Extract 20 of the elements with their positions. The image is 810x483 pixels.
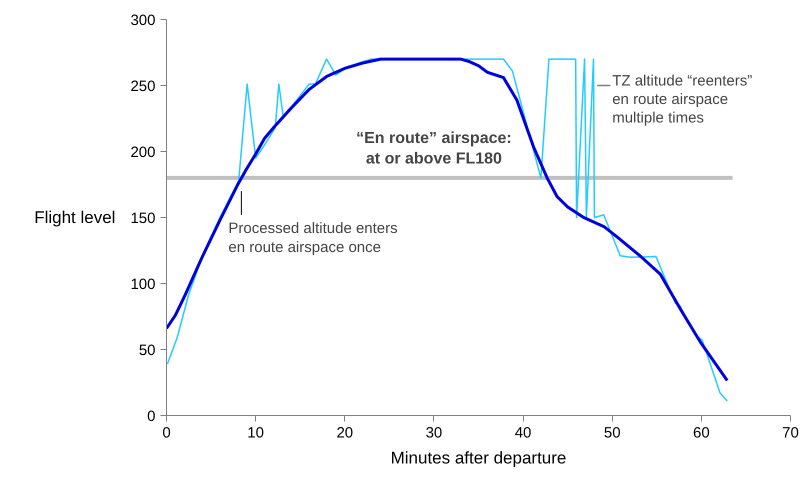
x-tick-label: 40 [514,424,532,442]
y-tick-label: 200 [130,144,156,161]
x-tick-label: 20 [336,424,354,442]
y-tick-label: 50 [138,342,156,359]
y-tick-label: 100 [130,276,156,293]
x-tick-label: 0 [162,424,171,442]
y-axis-title: Flight level [34,208,116,227]
y-tick-label: 0 [147,408,156,425]
annotation: Processed altitude enters en route airspace once [228,220,398,256]
ref-line-label: “En route” airspace: at or above FL180 [356,130,512,168]
x-tick-label: 10 [247,424,264,442]
y-tick-label: 250 [130,78,156,95]
x-tick-label: 30 [426,424,442,442]
x-tick-label: 50 [604,424,621,442]
x-axis-title: Minutes after departure [390,448,566,468]
x-tick-label: 60 [693,424,710,442]
y-tick-label: 300 [130,12,156,29]
annotation: TZ altitude “reenters” en route airspace multiple times [612,72,752,127]
y-tick-label: 150 [130,210,156,227]
x-tick-label: 70 [782,424,799,442]
